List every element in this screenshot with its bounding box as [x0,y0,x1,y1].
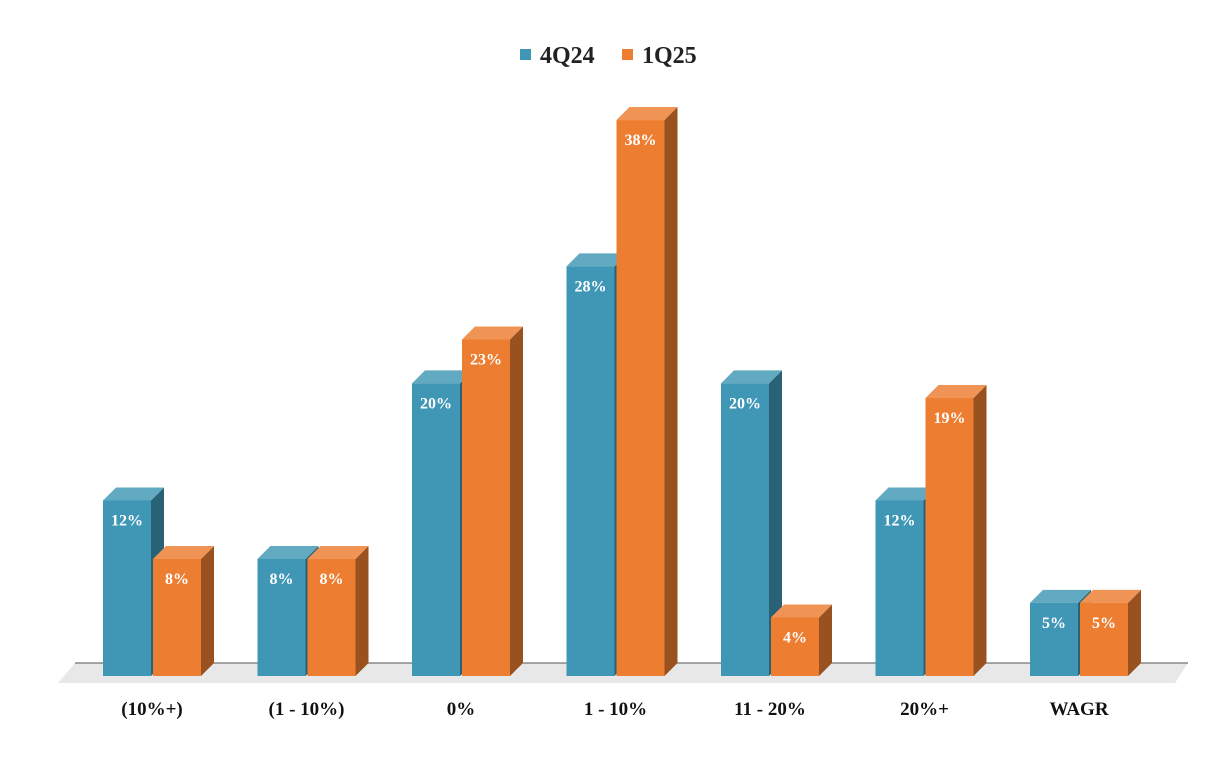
category-label: (1 - 10%) [269,699,345,720]
data-label: 5% [1092,615,1116,632]
bar-side-face [201,545,214,676]
bar-top-face [566,253,628,267]
bar-front-face [1080,602,1128,676]
bar-front-face [412,383,460,676]
bar-top-face [925,385,987,399]
bar-side-face [769,370,782,676]
bar-4q24-11-20 [721,370,782,676]
data-labels-group: 12% 8% 8% 8% 20% 23% 28% 38% 20% 4% 12% 19% 5% 5% [111,132,1116,646]
data-label: 20% [729,395,761,412]
category-label: 20%+ [900,699,949,720]
bar-front-face [103,500,151,676]
bar-side-face [510,326,523,676]
bar-front-face [771,617,819,676]
data-label: 38% [625,132,657,149]
bar-1q25-1-10 [616,107,678,676]
bars-group [103,107,1141,677]
bar-top-face [153,545,214,559]
category-label: 0% [447,699,476,720]
legend-label-1q25: 1Q25 [642,43,697,69]
bar-top-face [875,487,937,501]
bar-top-face [257,545,319,559]
legend-label-4q24: 4Q24 [540,43,595,69]
bar-front-face [721,383,769,676]
bar-1q25-11-20 [771,604,832,676]
bar-front-face [616,120,665,676]
category-label: 1 - 10% [584,699,647,720]
bar-top-face [721,370,782,384]
bar-front-face [257,558,306,676]
bar-side-face [664,107,678,676]
bar-top-face [1080,589,1141,603]
category-label: WAGR [1049,699,1108,720]
bar-front-face [875,500,924,676]
bar-top-face [412,370,473,384]
data-label: 5% [1042,615,1066,632]
bar-side-face [1128,589,1141,676]
data-label: 12% [884,512,916,529]
data-label: 8% [165,571,189,588]
bar-side-face [973,385,987,676]
data-label: 4% [783,629,807,646]
legend-swatch-1q25 [622,49,633,60]
bar-front-face [925,398,974,676]
bar-1q25-20 [925,385,987,676]
data-label: 8% [320,571,344,588]
bar-top-face [616,107,678,121]
bar-1q25-10 [153,545,214,676]
data-label: 28% [575,278,607,295]
data-label: 23% [470,352,502,369]
bar-top-face [1030,589,1091,603]
bar-top-face [462,326,523,340]
bar-1q25-0 [462,326,523,676]
bar-front-face [1030,602,1078,676]
bar-front-face [462,339,510,676]
category-label: 11 - 20% [734,699,806,720]
bar-front-face [307,558,356,676]
bar-1q25-wagr [1080,589,1141,676]
data-label: 20% [420,395,452,412]
data-label: 8% [270,571,294,588]
legend: 4Q24 1Q25 [520,43,697,69]
data-label: 19% [934,410,966,427]
bar-side-face [819,604,832,676]
bar-top-face [771,604,832,618]
bar-front-face [153,558,201,676]
category-labels-group: (10%+) (1 - 10%) 0% 1 - 10% 11 - 20% 20%+ WAGR [121,699,1109,720]
bar-top-face [307,545,369,559]
bar-side-face [355,545,369,676]
category-label: (10%+) [121,699,182,720]
legend-swatch-4q24 [520,49,531,60]
bar-front-face [566,266,615,676]
bar-top-face [103,487,164,501]
bar-1q25-1-10 [307,545,369,676]
data-label: 12% [111,512,143,529]
